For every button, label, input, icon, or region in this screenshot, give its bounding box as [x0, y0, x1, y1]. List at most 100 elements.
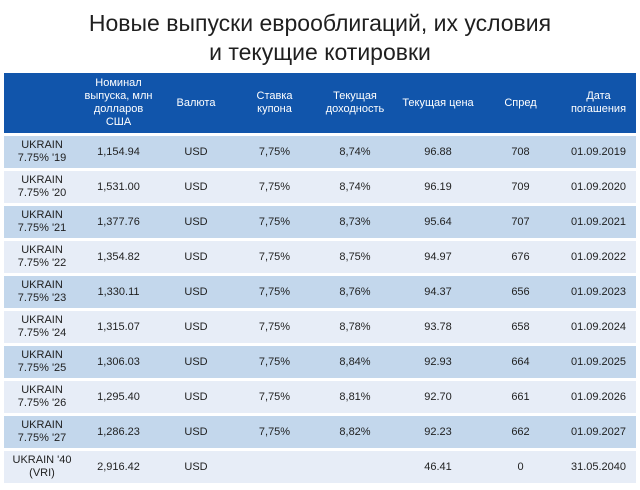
- cell-currency: USD: [157, 206, 235, 238]
- cell-spread: 658: [480, 311, 561, 343]
- column-header-currency: Валюта: [157, 73, 235, 133]
- cell-maturity: 31.05.2040: [561, 451, 636, 483]
- cell-maturity: 01.09.2020: [561, 171, 636, 203]
- cell-nominal: 1,315.07: [80, 311, 157, 343]
- cell-maturity: 01.09.2025: [561, 346, 636, 378]
- table-row: UKRAIN 7.75% '23 1,330.11 USD 7,75% 8,76% 94.…: [4, 276, 636, 308]
- cell-maturity: 01.09.2023: [561, 276, 636, 308]
- cell-currency: USD: [157, 311, 235, 343]
- cell-bond: UKRAIN 7.75% '21: [4, 206, 80, 238]
- table-row: UKRAIN 7.75% '26 1,295.40 USD 7,75% 8,81% 92.…: [4, 381, 636, 413]
- table-row: UKRAIN 7.75% '19 1,154.94 USD 7,75% 8,74% 96.…: [4, 136, 636, 168]
- cell-nominal: 2,916.42: [80, 451, 157, 483]
- cell-spread: 709: [480, 171, 561, 203]
- cell-spread: 656: [480, 276, 561, 308]
- cell-coupon: 7,75%: [235, 136, 314, 168]
- column-header-coupon: Ставка купона: [235, 73, 314, 133]
- table-header-row: Номинал выпуска, млн долларов США Валюта С…: [4, 73, 636, 133]
- page-title-line2: и текущие котировки: [209, 39, 431, 65]
- eurobonds-table: Номинал выпуска, млн долларов США Валюта С…: [4, 70, 636, 486]
- cell-yield: 8,76%: [314, 276, 396, 308]
- cell-nominal: 1,154.94: [80, 136, 157, 168]
- cell-maturity: 01.09.2024: [561, 311, 636, 343]
- cell-spread: 0: [480, 451, 561, 483]
- cell-yield: 8,81%: [314, 381, 396, 413]
- table-row: UKRAIN '40 (VRI) 2,916.42 USD 46.41 0 31.05.2…: [4, 451, 636, 483]
- column-header-spread: Спред: [480, 73, 561, 133]
- cell-currency: USD: [157, 136, 235, 168]
- cell-spread: 676: [480, 241, 561, 273]
- cell-coupon: 7,75%: [235, 311, 314, 343]
- page-title-line1: Новые выпуски еврооблигаций, их условия: [88, 10, 552, 36]
- cell-coupon: 7,75%: [235, 346, 314, 378]
- cell-yield: 8,74%: [314, 171, 396, 203]
- cell-price: 94.37: [396, 276, 480, 308]
- cell-maturity: 01.09.2022: [561, 241, 636, 273]
- column-header-maturity: Дата погашения: [561, 73, 636, 133]
- cell-nominal: 1,354.82: [80, 241, 157, 273]
- cell-price: 96.88: [396, 136, 480, 168]
- cell-coupon: 7,75%: [235, 381, 314, 413]
- cell-maturity: 01.09.2026: [561, 381, 636, 413]
- cell-bond: UKRAIN 7.75% '26: [4, 381, 80, 413]
- cell-yield: 8,74%: [314, 136, 396, 168]
- cell-coupon: 7,75%: [235, 276, 314, 308]
- cell-currency: USD: [157, 276, 235, 308]
- table-row: UKRAIN 7.75% '21 1,377.76 USD 7,75% 8,73% 95.…: [4, 206, 636, 238]
- cell-maturity: 01.09.2027: [561, 416, 636, 448]
- cell-coupon: 7,75%: [235, 416, 314, 448]
- cell-yield: 8,73%: [314, 206, 396, 238]
- table-body: UKRAIN 7.75% '19 1,154.94 USD 7,75% 8,74% 96.…: [4, 136, 636, 483]
- cell-bond: UKRAIN 7.75% '23: [4, 276, 80, 308]
- cell-bond: UKRAIN '40 (VRI): [4, 451, 80, 483]
- table-row: UKRAIN 7.75% '22 1,354.82 USD 7,75% 8,75% 94.…: [4, 241, 636, 273]
- cell-currency: USD: [157, 451, 235, 483]
- footer: Примечания: данные по состоянию на 3 дек…: [0, 486, 640, 490]
- cell-bond: UKRAIN 7.75% '25: [4, 346, 80, 378]
- table-row: UKRAIN 7.75% '20 1,531.00 USD 7,75% 8,74% 96.…: [4, 171, 636, 203]
- table-row: UKRAIN 7.75% '25 1,306.03 USD 7,75% 8,84% 92.…: [4, 346, 636, 378]
- cell-currency: USD: [157, 241, 235, 273]
- column-header-bond: [4, 73, 80, 133]
- cell-spread: 662: [480, 416, 561, 448]
- cell-bond: UKRAIN 7.75% '19: [4, 136, 80, 168]
- cell-yield: 8,84%: [314, 346, 396, 378]
- cell-yield: 8,78%: [314, 311, 396, 343]
- cell-nominal: 1,377.76: [80, 206, 157, 238]
- cell-coupon: 7,75%: [235, 171, 314, 203]
- table-header: Номинал выпуска, млн долларов США Валюта С…: [4, 73, 636, 133]
- cell-bond: UKRAIN 7.75% '27: [4, 416, 80, 448]
- cell-yield: 8,82%: [314, 416, 396, 448]
- table-row: UKRAIN 7.75% '24 1,315.07 USD 7,75% 8,78% 93.…: [4, 311, 636, 343]
- cell-yield: [314, 451, 396, 483]
- cell-spread: 708: [480, 136, 561, 168]
- cell-yield: 8,75%: [314, 241, 396, 273]
- column-header-nominal: Номинал выпуска, млн долларов США: [80, 73, 157, 133]
- cell-nominal: 1,295.40: [80, 381, 157, 413]
- cell-currency: USD: [157, 416, 235, 448]
- column-header-price: Текущая цена: [396, 73, 480, 133]
- cell-coupon: 7,75%: [235, 241, 314, 273]
- cell-nominal: 1,330.11: [80, 276, 157, 308]
- cell-bond: UKRAIN 7.75% '24: [4, 311, 80, 343]
- cell-price: 92.23: [396, 416, 480, 448]
- cell-coupon: [235, 451, 314, 483]
- cell-nominal: 1,531.00: [80, 171, 157, 203]
- cell-nominal: 1,306.03: [80, 346, 157, 378]
- cell-price: 94.97: [396, 241, 480, 273]
- cell-price: 95.64: [396, 206, 480, 238]
- cell-bond: UKRAIN 7.75% '20: [4, 171, 80, 203]
- cell-currency: USD: [157, 346, 235, 378]
- cell-nominal: 1,286.23: [80, 416, 157, 448]
- cell-coupon: 7,75%: [235, 206, 314, 238]
- cell-bond: UKRAIN 7.75% '22: [4, 241, 80, 273]
- table-row: UKRAIN 7.75% '27 1,286.23 USD 7,75% 8,82% 92.…: [4, 416, 636, 448]
- cell-price: 92.93: [396, 346, 480, 378]
- column-header-yield: Текущая доходность: [314, 73, 396, 133]
- cell-maturity: 01.09.2021: [561, 206, 636, 238]
- cell-spread: 664: [480, 346, 561, 378]
- cell-spread: 707: [480, 206, 561, 238]
- cell-spread: 661: [480, 381, 561, 413]
- cell-maturity: 01.09.2019: [561, 136, 636, 168]
